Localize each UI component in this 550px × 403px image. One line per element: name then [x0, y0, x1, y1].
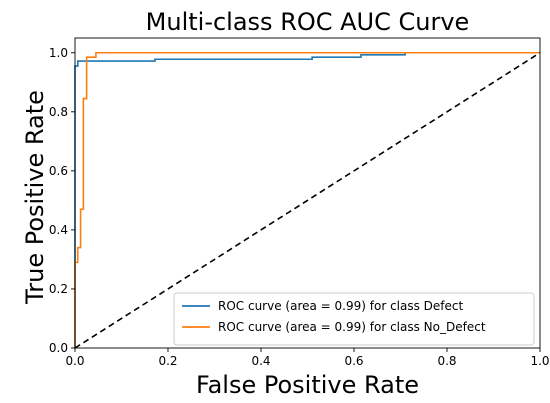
x-tick-label: 0.8 [437, 354, 456, 368]
x-tick-label: 0.4 [251, 354, 270, 368]
series-line-1 [74, 51, 540, 348]
x-tick-label: 0.2 [158, 354, 177, 368]
diagonal-reference-line [74, 52, 541, 349]
x-tick-label: 1.0 [530, 354, 549, 368]
y-tick-label: 1.0 [49, 46, 68, 60]
plot-area: 0.0 0.2 0.4 0.6 0.8 1.0 0.0 0.2 0.4 0.6 0.8 1.0 [49, 37, 550, 368]
y-tick-label: 0.2 [49, 282, 68, 296]
legend-label: ROC curve (area = 0.99) for class Defect [218, 299, 463, 313]
chart-title: Multi-class ROC AUC Curve [146, 8, 470, 36]
y-axis-label: True Positive Rate [21, 90, 49, 305]
axes-frame [74, 37, 541, 349]
y-tick-label: 0.0 [49, 341, 68, 355]
legend-box [173, 292, 535, 346]
y-tick-label: 0.4 [49, 223, 68, 237]
y-tick-label: 0.6 [49, 164, 68, 178]
legend-label: ROC curve (area = 0.99) for class No_Def… [218, 320, 486, 334]
legend: ROC curve (area = 0.99) for class Defect… [173, 292, 535, 346]
y-tick-label: 0.8 [49, 105, 68, 119]
x-tick-label: 0.0 [65, 354, 84, 368]
x-axis-label: False Positive Rate [196, 371, 419, 399]
x-tick-label: 0.6 [344, 354, 363, 368]
series-line-0 [74, 51, 540, 348]
